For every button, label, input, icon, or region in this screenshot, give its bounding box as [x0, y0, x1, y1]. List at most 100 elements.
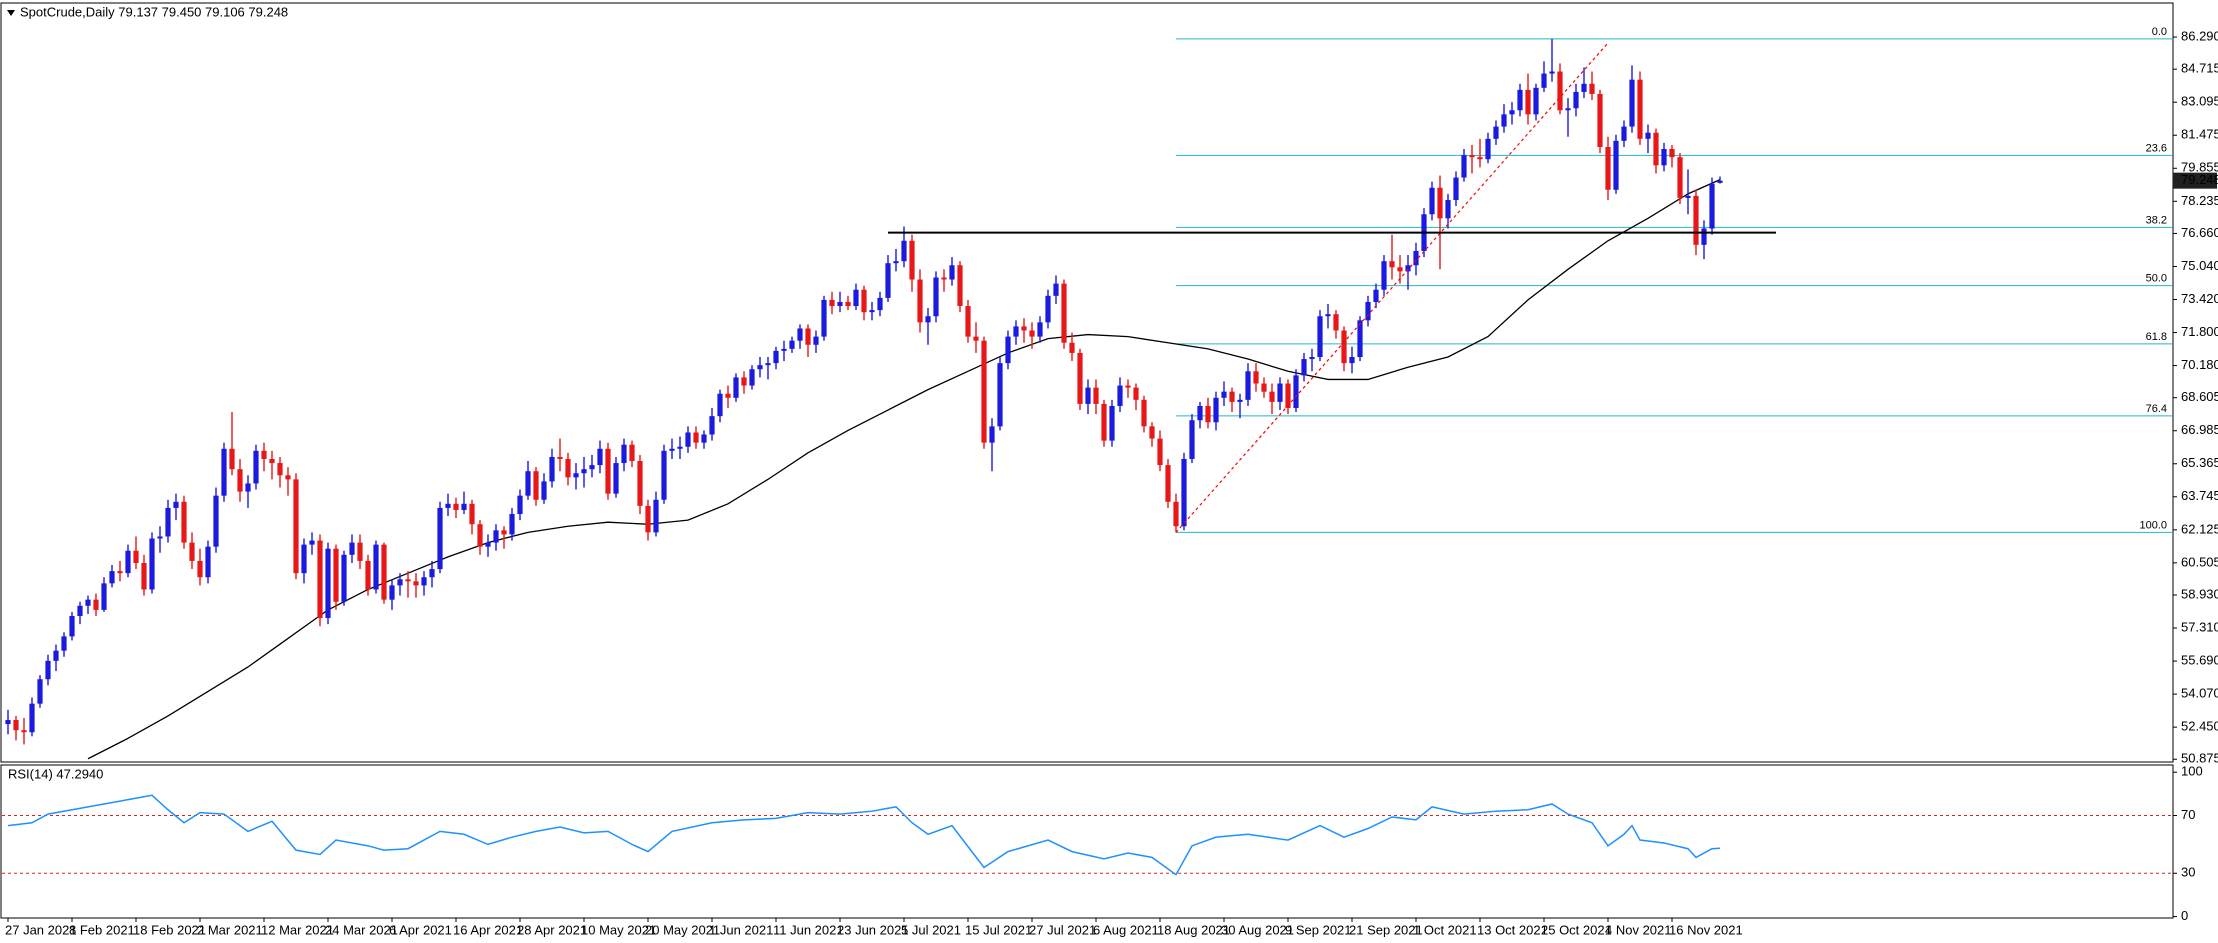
- candle-body: [221, 448, 227, 496]
- candle-body: [693, 432, 699, 443]
- candle-body: [1709, 183, 1715, 229]
- x-tick-label: 12 Mar 2021: [261, 922, 334, 937]
- x-tick-label: 27 Jan 2021: [5, 922, 77, 937]
- candle-body: [1389, 261, 1395, 268]
- x-tick-label: 21 Sep 2021: [1349, 922, 1423, 937]
- candle-body: [189, 542, 195, 561]
- candle-body: [765, 363, 771, 366]
- candle-body: [37, 679, 43, 704]
- candle-body: [605, 448, 611, 494]
- candle-body: [613, 463, 619, 494]
- candle-body: [685, 432, 691, 447]
- candle-body: [1445, 199, 1451, 219]
- candle-body: [1693, 195, 1699, 245]
- candle-body: [997, 363, 1003, 427]
- candle-body: [1173, 501, 1179, 527]
- candle-body: [1349, 357, 1355, 364]
- candle-body: [53, 650, 59, 661]
- candle-body: [461, 503, 467, 510]
- candle-body: [77, 605, 83, 616]
- x-tick-label: 23 Jun 2021: [837, 922, 909, 937]
- y-tick-label: 65.365: [2181, 455, 2218, 470]
- candle-body: [549, 456, 555, 482]
- candle-body: [117, 571, 123, 574]
- candle-body: [1581, 83, 1587, 92]
- candle-body: [981, 340, 987, 443]
- candle-body: [1093, 387, 1099, 404]
- candle-body: [1069, 342, 1075, 353]
- fib-label: 100.0: [2139, 519, 2167, 531]
- x-tick-label: 10 May 2021: [581, 922, 656, 937]
- candle-body: [309, 540, 315, 545]
- x-tick-label: 15 Jul 2021: [965, 922, 1032, 937]
- candle-body: [157, 536, 163, 539]
- candle-body: [597, 448, 603, 466]
- candle-body: [301, 544, 307, 574]
- x-tick-label: 25 Oct 2021: [1541, 922, 1612, 937]
- candle-body: [845, 301, 851, 307]
- candle-body: [1509, 110, 1515, 115]
- y-tick-label: 62.125: [2181, 521, 2218, 536]
- candle-body: [445, 503, 451, 508]
- candle-body: [1245, 371, 1251, 400]
- candle-body: [285, 475, 291, 480]
- x-tick-label: 13 Oct 2021: [1477, 922, 1548, 937]
- rsi-tick-label: 70: [2181, 807, 2195, 822]
- candle-body: [1253, 371, 1259, 384]
- candle-body: [1293, 375, 1299, 408]
- candle-body: [1221, 391, 1227, 398]
- x-tick-label: 11 Jun 2021: [773, 922, 844, 937]
- collapse-icon[interactable]: [7, 10, 15, 16]
- candle-body: [45, 660, 51, 680]
- candle-body: [557, 456, 563, 459]
- candle-body: [1541, 73, 1547, 88]
- candle-body: [1117, 385, 1123, 406]
- candle-body: [733, 377, 739, 398]
- candle-body: [1565, 108, 1571, 111]
- candle-body: [1717, 180, 1723, 183]
- candle-body: [1109, 405, 1115, 441]
- candle-body: [1309, 357, 1315, 360]
- y-tick-label: 83.095: [2181, 94, 2218, 109]
- x-tick-label: 27 Jul 2021: [1029, 922, 1096, 937]
- moving-average: [87, 179, 1721, 760]
- candle-body: [1701, 228, 1707, 245]
- candle-body: [1645, 132, 1651, 139]
- candle-body: [1077, 352, 1083, 404]
- y-tick-label: 75.040: [2181, 258, 2218, 273]
- candle-body: [381, 544, 387, 600]
- candle-body: [877, 297, 883, 311]
- candle-body: [501, 530, 507, 535]
- candle-body: [1629, 79, 1635, 127]
- candle-body: [805, 328, 811, 345]
- candle-body: [525, 471, 531, 496]
- candle-body: [1533, 87, 1539, 115]
- candle-body: [1029, 330, 1035, 337]
- candle-body: [141, 562, 147, 590]
- y-tick-label: 76.660: [2181, 225, 2218, 240]
- candle-body: [853, 289, 859, 307]
- fib-label: 38.2: [2146, 214, 2167, 226]
- candle-body: [477, 524, 483, 547]
- candle-body: [317, 540, 323, 619]
- candle-body: [941, 277, 947, 280]
- candle-body: [1285, 383, 1291, 408]
- candle-body: [229, 448, 235, 470]
- candle-body: [1301, 359, 1307, 376]
- y-tick-label: 71.800: [2181, 324, 2218, 339]
- candle-body: [965, 306, 971, 337]
- rsi-tick-label: 100: [2181, 764, 2203, 779]
- candle-body: [149, 538, 155, 590]
- candle-body: [717, 393, 723, 417]
- candle-body: [885, 263, 891, 298]
- x-tick-label: 30 Aug 2021: [1221, 922, 1294, 937]
- candle-body: [349, 542, 355, 555]
- candle-body: [245, 483, 251, 492]
- candle-body: [1413, 250, 1419, 266]
- candle-body: [1325, 314, 1331, 317]
- y-tick-label: 55.690: [2181, 652, 2218, 667]
- candle-body: [773, 350, 779, 364]
- candle-body: [1237, 399, 1243, 402]
- candle-body: [373, 544, 379, 590]
